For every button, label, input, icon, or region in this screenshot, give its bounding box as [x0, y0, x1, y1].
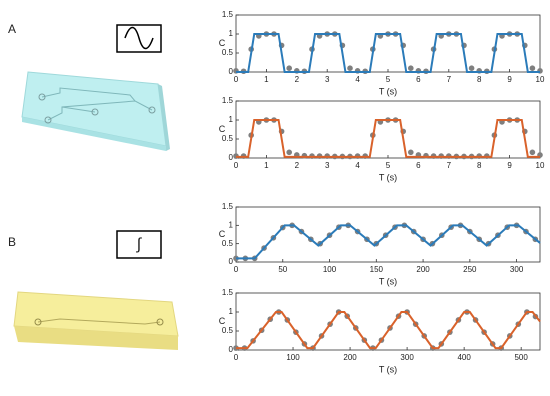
data-point [529, 65, 536, 71]
model-line [236, 311, 541, 350]
x-tick-label: 6 [416, 75, 421, 84]
data-point [408, 149, 414, 156]
x-tick-label: 100 [323, 265, 337, 274]
x-tick-label: 6 [416, 161, 421, 170]
x-tick-label: 250 [463, 265, 477, 274]
y-tick-label: 0.5 [222, 239, 234, 248]
y-tick-label: 1.5 [222, 288, 234, 297]
x-tick-label: 1 [264, 75, 269, 84]
y-axis-label: C [219, 38, 226, 48]
x-tick-label: 0 [234, 161, 239, 170]
x-tick-label: 3 [325, 75, 330, 84]
x-tick-label: 1 [264, 161, 269, 170]
x-tick-label: 7 [447, 161, 452, 170]
y-tick-label: 1 [229, 220, 234, 229]
y-tick-label: 1 [229, 307, 234, 316]
plot-frame [235, 206, 541, 263]
data-point [347, 65, 353, 71]
y-tick-label: 0.5 [222, 326, 234, 335]
x-tick-label: 2 [295, 75, 300, 84]
x-tick-label: 200 [343, 353, 357, 362]
x-tick-label: 200 [416, 265, 430, 274]
x-tick-label: 2 [295, 161, 300, 170]
x-tick-label: 0 [234, 265, 239, 274]
x-tick-label: 8 [477, 161, 482, 170]
x-tick-label: 3 [325, 161, 330, 170]
data-point [286, 149, 293, 156]
x-tick-label: 300 [400, 353, 414, 362]
x-axis-label: T (s) [379, 86, 397, 96]
model-line [236, 119, 540, 158]
x-tick-label: 9 [507, 75, 512, 84]
x-tick-label: 300 [510, 265, 524, 274]
x-tick-label: 100 [286, 353, 300, 362]
integral-icon [116, 230, 162, 259]
x-axis-label: T (s) [379, 276, 397, 286]
x-tick-label: 4 [355, 161, 360, 170]
y-axis-label: C [219, 316, 226, 326]
y-tick-label: 1.5 [222, 96, 234, 105]
data-point [408, 65, 414, 71]
model-line [236, 33, 540, 73]
x-tick-label: 50 [278, 265, 287, 274]
x-tick-label: 500 [514, 353, 528, 362]
chip-b [13, 291, 179, 350]
x-tick-label: 5 [386, 75, 391, 84]
plot-frame [235, 292, 541, 351]
integral-symbol: ∫ [136, 236, 143, 253]
x-tick-label: 9 [507, 161, 512, 170]
y-axis-label: C [219, 229, 226, 239]
x-tick-label: 7 [447, 75, 452, 84]
model-line [236, 224, 541, 260]
data-point [468, 65, 475, 71]
y-tick-label: 0 [229, 67, 234, 76]
x-tick-label: 150 [370, 265, 384, 274]
y-tick-label: 0.5 [222, 48, 234, 57]
x-tick-label: 0 [234, 353, 239, 362]
y-tick-label: 1.5 [222, 202, 234, 211]
y-tick-label: 1.5 [222, 10, 234, 19]
panel-label: A [8, 22, 16, 36]
data-point [529, 149, 536, 156]
panel-label: B [8, 235, 16, 249]
x-axis-label: T (s) [379, 172, 397, 182]
x-tick-label: 10 [536, 75, 545, 84]
x-tick-label: 10 [536, 161, 545, 170]
y-tick-label: 0 [229, 257, 234, 266]
sine-icon [116, 24, 162, 53]
y-tick-label: 1 [229, 29, 234, 38]
y-axis-label: C [219, 124, 226, 134]
y-tick-label: 1 [229, 115, 234, 124]
x-axis-label: T (s) [379, 364, 397, 374]
chip-a [21, 71, 170, 151]
data-point [286, 65, 293, 71]
x-tick-label: 4 [355, 75, 360, 84]
y-tick-label: 0.5 [222, 134, 234, 143]
y-tick-label: 0 [229, 153, 234, 162]
y-tick-label: 0 [229, 345, 234, 354]
x-tick-label: 400 [457, 353, 471, 362]
x-tick-label: 5 [386, 161, 391, 170]
x-tick-label: 0 [234, 75, 239, 84]
x-tick-label: 8 [477, 75, 482, 84]
